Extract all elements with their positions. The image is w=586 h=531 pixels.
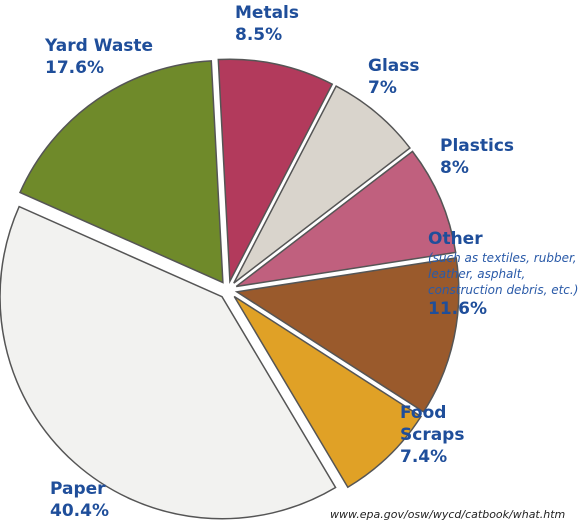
slice-label: Metals 8.5%: [235, 2, 355, 46]
category-name: Plastics: [440, 136, 515, 156]
category-name: Paper: [50, 479, 106, 499]
slice-label: Food Scraps 7.4%: [400, 402, 490, 468]
value-label: 11.6%: [428, 299, 487, 319]
category-name: Food Scraps: [400, 403, 465, 445]
value-label: 17.6%: [45, 58, 104, 78]
pie-slice: [233, 85, 412, 284]
pie-slice: [19, 60, 224, 284]
pie-slice: [234, 256, 460, 413]
value-label: 7%: [368, 78, 397, 98]
slice-label: Other (such as textiles, rubber, leather…: [428, 228, 580, 320]
slice-label: Yard Waste 17.6%: [45, 35, 205, 79]
pie-slice: [235, 150, 457, 288]
pie-slice: [217, 58, 334, 284]
category-name: Other: [428, 229, 483, 249]
category-note: (such as textiles, rubber, leather, asph…: [428, 251, 579, 297]
slice-label: Plastics 8%: [440, 135, 540, 179]
source: www.epa.gov/osw/wycd/catbook/what.htm: [330, 508, 566, 521]
category-name: Metals: [235, 3, 299, 23]
value-label: 7.4%: [400, 447, 448, 467]
pie-slice: [0, 205, 337, 520]
category-name: Glass: [368, 56, 420, 76]
category-name: Yard Waste: [45, 36, 154, 56]
slice-label: Paper 40.4%: [50, 478, 190, 522]
pie-slice: [233, 295, 423, 489]
value-label: 8.5%: [235, 25, 283, 45]
slice-label: Glass 7%: [368, 55, 468, 99]
value-label: 40.4%: [50, 501, 109, 521]
value-label: 8%: [440, 158, 469, 178]
